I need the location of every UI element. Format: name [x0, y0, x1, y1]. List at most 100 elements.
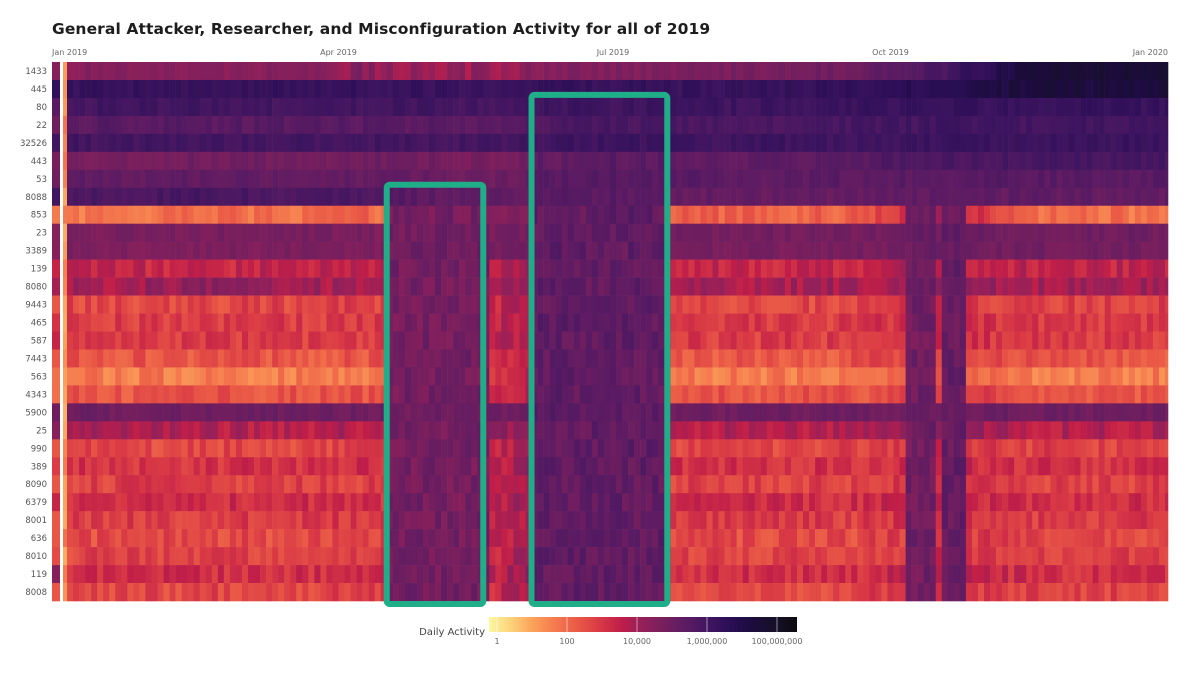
- heatmap-cell: [917, 385, 924, 404]
- heatmap-cell: [326, 151, 333, 171]
- heatmap-cell: [1014, 115, 1021, 135]
- heatmap-cell: [1080, 97, 1087, 117]
- heatmap-cell: [320, 151, 327, 171]
- heatmap-cell: [796, 403, 804, 422]
- heatmap-cell: [1014, 313, 1021, 332]
- heatmap-cell: [869, 349, 876, 368]
- heatmap-cell: [790, 331, 798, 350]
- heatmap-cell: [718, 313, 725, 332]
- heatmap-cell: [923, 115, 930, 135]
- heatmap-cell: [1140, 493, 1148, 512]
- heatmap-cell: [1020, 223, 1027, 242]
- heatmap-cell: [284, 421, 291, 440]
- heatmap-cell: [296, 169, 303, 189]
- heatmap-cell: [694, 115, 701, 135]
- heatmap-cell: [833, 295, 840, 314]
- heatmap-cell: [990, 511, 997, 530]
- heatmap-cell: [1002, 475, 1009, 494]
- heatmap-cell: [483, 493, 490, 512]
- heatmap-cell: [977, 133, 985, 153]
- heatmap-cell: [290, 457, 297, 476]
- heatmap-cell: [754, 259, 762, 278]
- heatmap-cell: [748, 277, 756, 296]
- heatmap-cell: [965, 295, 973, 314]
- heatmap-cell: [537, 259, 544, 278]
- heatmap-cell: [513, 115, 520, 135]
- heatmap-cell: [935, 349, 943, 368]
- heatmap-cell: [555, 529, 562, 548]
- heatmap-cell: [109, 241, 116, 260]
- heatmap-cell: [549, 205, 556, 224]
- heatmap-cell: [320, 115, 327, 135]
- heatmap-cell: [254, 529, 261, 548]
- heatmap-cell: [290, 331, 297, 350]
- heatmap-cell: [1098, 79, 1105, 99]
- heatmap-cell: [1080, 62, 1087, 81]
- heatmap-cell: [778, 169, 786, 189]
- heatmap-cell: [1074, 457, 1081, 476]
- heatmap-cell: [543, 62, 550, 81]
- heatmap-cell: [91, 169, 98, 189]
- heatmap-cell: [628, 205, 635, 224]
- heatmap-cell: [501, 529, 508, 548]
- heatmap-cell: [79, 331, 86, 350]
- heatmap-cell: [187, 277, 194, 296]
- heatmap-cell: [688, 493, 695, 512]
- heatmap-cell: [531, 97, 538, 117]
- heatmap-cell: [712, 511, 719, 530]
- heatmap-cell: [682, 205, 689, 224]
- heatmap-cell: [1086, 133, 1093, 153]
- heatmap-cell: [314, 295, 321, 314]
- heatmap-cell: [609, 439, 617, 458]
- heatmap-cell: [471, 259, 478, 278]
- heatmap-cell: [410, 97, 418, 117]
- heatmap-cell: [591, 403, 599, 422]
- heatmap-cell: [634, 169, 641, 189]
- heatmap-cell: [1068, 295, 1075, 314]
- heatmap-cell: [79, 439, 86, 458]
- heatmap-cell: [169, 187, 176, 207]
- heatmap-cell: [410, 259, 418, 278]
- heatmap-cell: [724, 313, 731, 332]
- heatmap-cell: [851, 331, 858, 350]
- heatmap-cell: [362, 133, 369, 153]
- heatmap-cell: [766, 403, 774, 422]
- heatmap-cell: [471, 457, 478, 476]
- heatmap-cell: [1056, 331, 1063, 350]
- heatmap-cell: [163, 421, 170, 440]
- heatmap-cell: [736, 151, 743, 171]
- heatmap-cell: [591, 205, 599, 224]
- heatmap-cell: [549, 223, 556, 242]
- heatmap-cell: [821, 313, 828, 332]
- heatmap-cell: [634, 493, 641, 512]
- heatmap-cell: [778, 367, 786, 386]
- heatmap-cell: [1062, 493, 1069, 512]
- heatmap-cell: [1152, 259, 1160, 278]
- heatmap-cell: [1050, 259, 1057, 278]
- heatmap-cell: [1158, 133, 1166, 153]
- heatmap-cell: [766, 313, 774, 332]
- heatmap-cell: [356, 241, 363, 260]
- heatmap-cell: [881, 313, 888, 332]
- heatmap-cell: [827, 511, 834, 530]
- heatmap-cell: [477, 169, 484, 189]
- heatmap-cell: [736, 241, 743, 260]
- heatmap-cell: [537, 493, 544, 512]
- heatmap-cell: [706, 205, 713, 224]
- heatmap-cell: [67, 205, 74, 224]
- heatmap-cell: [543, 475, 550, 494]
- heatmap-cell: [615, 493, 623, 512]
- heatmap-cell: [398, 313, 406, 332]
- heatmap-cell: [670, 223, 677, 242]
- heatmap-cell: [977, 223, 985, 242]
- heatmap-cell: [615, 115, 623, 135]
- heatmap-cell: [205, 367, 213, 386]
- heatmap-cell: [784, 241, 792, 260]
- heatmap-cell: [410, 313, 418, 332]
- heatmap-cell: [1032, 223, 1039, 242]
- heatmap-cell: [597, 241, 605, 260]
- heatmap-cell: [622, 511, 629, 530]
- heatmap-cell: [760, 457, 768, 476]
- heatmap-cell: [187, 493, 194, 512]
- heatmap-cell: [772, 241, 780, 260]
